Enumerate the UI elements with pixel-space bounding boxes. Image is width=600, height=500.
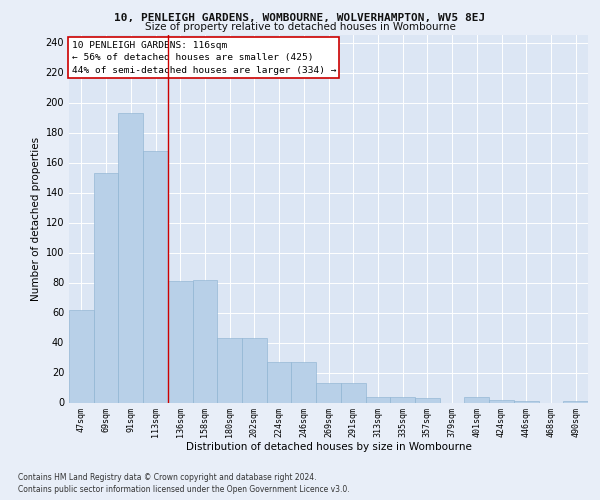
Text: Contains HM Land Registry data © Crown copyright and database right 2024.: Contains HM Land Registry data © Crown c… [18,472,317,482]
Bar [464,396,489,402]
Text: Contains public sector information licensed under the Open Government Licence v3: Contains public sector information licen… [18,485,350,494]
Bar [415,398,440,402]
Bar [242,338,267,402]
Bar [341,383,365,402]
Bar [563,401,588,402]
Bar [390,396,415,402]
Bar [69,310,94,402]
Text: Size of property relative to detached houses in Wombourne: Size of property relative to detached ho… [145,22,455,32]
Text: 10, PENLEIGH GARDENS, WOMBOURNE, WOLVERHAMPTON, WV5 8EJ: 10, PENLEIGH GARDENS, WOMBOURNE, WOLVERH… [115,12,485,22]
Y-axis label: Number of detached properties: Number of detached properties [31,136,41,301]
Text: 10 PENLEIGH GARDENS: 116sqm
← 56% of detached houses are smaller (425)
44% of se: 10 PENLEIGH GARDENS: 116sqm ← 56% of det… [71,40,336,74]
Bar [267,362,292,403]
Bar [489,400,514,402]
X-axis label: Distribution of detached houses by size in Wombourne: Distribution of detached houses by size … [185,442,472,452]
Bar [217,338,242,402]
Bar [168,281,193,402]
Bar [118,113,143,403]
Bar [193,280,217,402]
Bar [143,150,168,402]
Bar [316,383,341,402]
Bar [292,362,316,403]
Bar [94,173,118,402]
Bar [514,401,539,402]
Bar [365,396,390,402]
